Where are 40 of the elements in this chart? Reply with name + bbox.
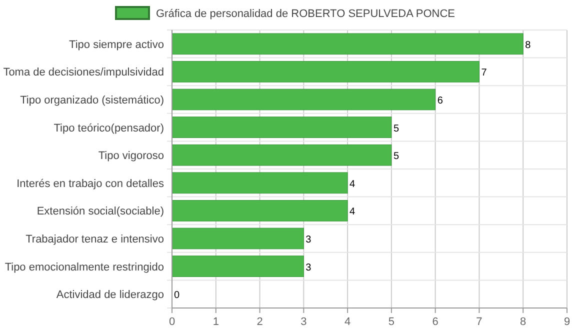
y-tick-label: Actividad de liderazgo <box>56 289 164 302</box>
bar <box>172 33 524 55</box>
y-tick-label: Trabajador tenaz e intensivo <box>26 234 164 246</box>
data-label: 6 <box>437 96 444 106</box>
x-tick-label: 6 <box>432 316 438 328</box>
legend-label: Gráfica de personalidad de ROBERTO SEPULVEDA PONCE <box>156 8 455 20</box>
x-tick-label: 8 <box>520 316 526 328</box>
bar <box>172 228 304 250</box>
y-tick-label: Extensión social(sociable) <box>36 206 164 218</box>
bar <box>172 88 436 110</box>
y-tick-label: Tipo teórico(pensador) <box>54 122 164 134</box>
y-tick-label: Tipo emocionalmente restringido <box>4 261 164 274</box>
bar <box>172 61 480 82</box>
bar <box>172 144 392 166</box>
data-label: 4 <box>350 178 356 190</box>
x-tick-label: 3 <box>300 316 307 328</box>
bar <box>172 256 304 277</box>
x-tick-label: 1 <box>212 316 219 328</box>
x-tick-label: 9 <box>564 316 570 328</box>
data-label: 5 <box>393 151 400 162</box>
y-tick-label: Toma de decisiones/impulsividad <box>3 66 164 79</box>
x-tick-label: 5 <box>388 316 395 328</box>
bar <box>172 200 348 222</box>
data-label: 3 <box>306 234 312 246</box>
data-label: 4 <box>350 206 356 218</box>
x-tick-label: 0 <box>168 316 176 328</box>
bar <box>172 172 348 194</box>
bar <box>172 116 392 138</box>
x-tick-label: 4 <box>344 316 351 328</box>
y-tick-label: Tipo organizado (sistemático) <box>20 94 164 106</box>
x-tick-label: 2 <box>256 316 263 328</box>
y-tick-label: Tipo siempre activo <box>69 38 164 51</box>
y-tick-label: Tipo vigoroso <box>98 150 164 162</box>
data-label: 5 <box>393 123 400 134</box>
x-tick-label: 7 <box>476 316 482 328</box>
data-label: 8 <box>525 40 532 51</box>
data-label: 0 <box>174 290 180 302</box>
data-label: 3 <box>306 262 312 274</box>
y-tick-label: Interés en trabajo con detalles <box>16 178 164 190</box>
data-label: 7 <box>481 68 488 79</box>
